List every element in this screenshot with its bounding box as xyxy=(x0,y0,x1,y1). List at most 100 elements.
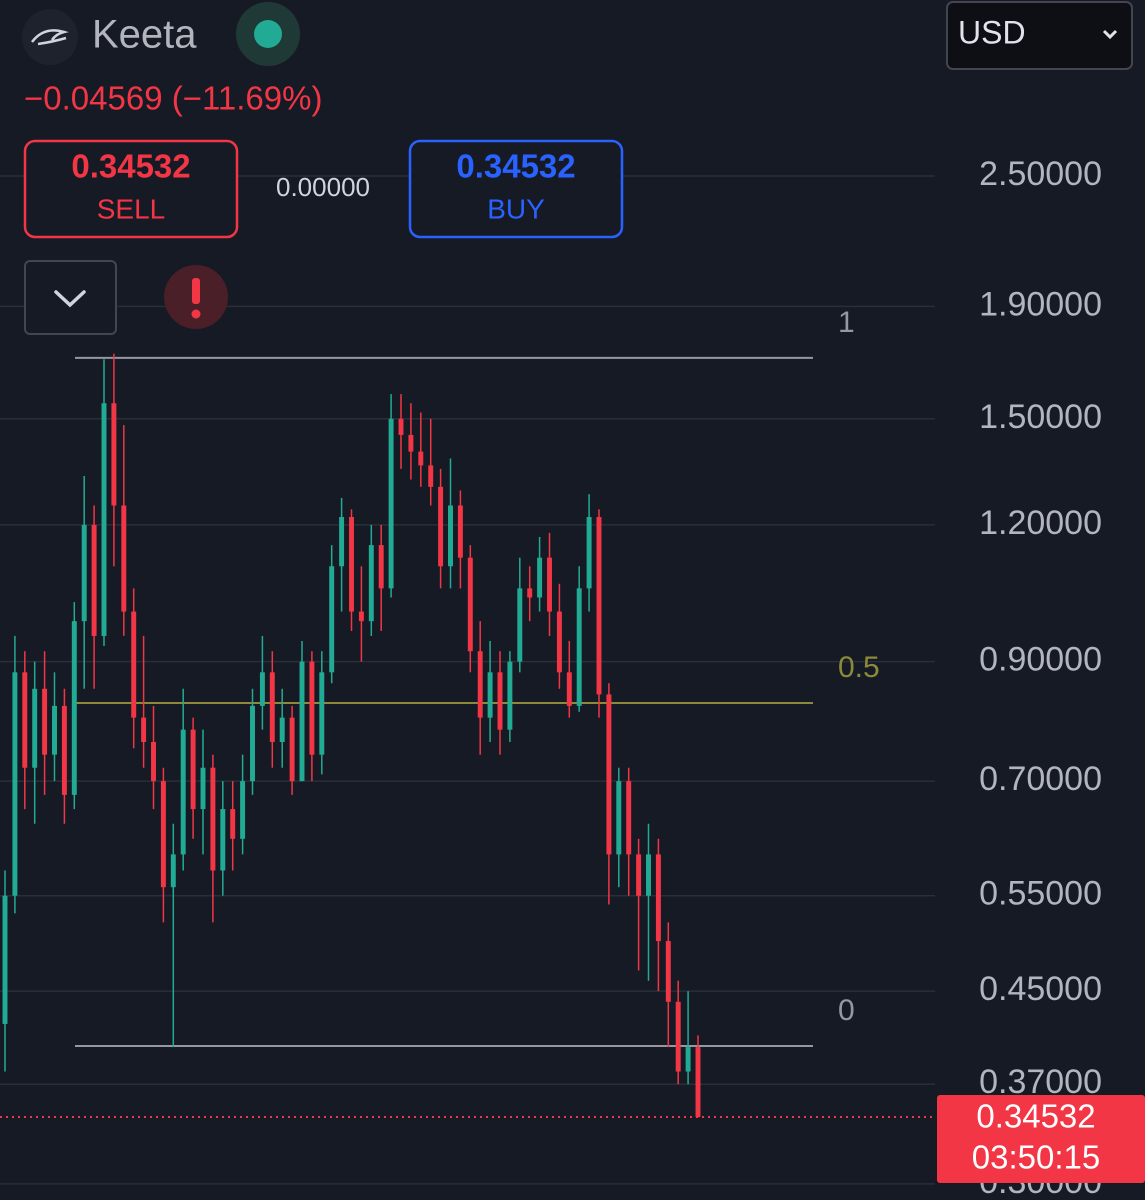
fibonacci: 10.50 xyxy=(75,306,880,1047)
warning-dot xyxy=(191,309,201,319)
candle-body xyxy=(457,505,463,558)
candle-body xyxy=(240,781,246,839)
candle-body xyxy=(52,705,57,755)
price-change: −0.04569 (−11.69%) xyxy=(24,80,322,117)
candle-body xyxy=(190,729,196,810)
candle-body xyxy=(368,545,374,622)
fib-level-label: 0 xyxy=(838,994,855,1027)
candle-body xyxy=(299,661,305,782)
candle-body xyxy=(388,418,394,589)
currency-selector[interactable]: USD xyxy=(946,1,1133,70)
fib-level-label: 1 xyxy=(838,306,855,339)
candle-body xyxy=(636,854,642,896)
candle-body xyxy=(180,729,186,855)
candle-body xyxy=(487,672,493,718)
sell-button[interactable]: 0.34532 SELL xyxy=(23,139,239,239)
candle-body xyxy=(467,557,473,652)
symbol-header: Keeta −0.04569 (−11.69%) xyxy=(22,2,322,117)
price-axis: 2.50000 1.90000 1.50000 1.20000 0.90000 0.700… xyxy=(937,155,1145,1200)
y-tick-label: 1.50000 xyxy=(979,398,1102,436)
candle-body xyxy=(349,517,354,612)
candle-body xyxy=(42,688,48,755)
candle-body xyxy=(220,809,226,871)
candle-body xyxy=(91,524,97,636)
candle-body xyxy=(398,418,404,435)
currency-label[interactable]: USD xyxy=(958,14,1026,50)
candle-body xyxy=(537,557,543,598)
buy-box[interactable] xyxy=(408,139,624,239)
candle-body xyxy=(121,505,127,612)
candle-body xyxy=(61,705,67,795)
y-tick-label: 1.20000 xyxy=(979,504,1102,542)
candle-body xyxy=(448,505,453,567)
candle-body xyxy=(111,403,117,506)
candle-body xyxy=(675,1001,681,1072)
y-tick-label: 0.55000 xyxy=(979,875,1102,913)
candle-body xyxy=(339,517,345,567)
sell-box[interactable] xyxy=(23,139,239,239)
candle-body xyxy=(160,781,166,888)
logo-mark xyxy=(31,29,69,46)
collapse-button[interactable] xyxy=(24,260,117,335)
candle-body xyxy=(289,717,295,782)
last-price-box xyxy=(937,1095,1145,1184)
buy-label[interactable]: BUY xyxy=(487,193,545,224)
sell-label[interactable]: SELL xyxy=(97,193,166,224)
candle-body xyxy=(358,611,364,622)
candle-body xyxy=(497,672,503,730)
candle-body xyxy=(269,672,275,743)
y-tick-label: 0.70000 xyxy=(979,760,1102,798)
y-tick-label: 0.90000 xyxy=(979,641,1102,679)
buy-price[interactable]: 0.34532 xyxy=(456,148,575,185)
candle-body xyxy=(2,895,8,1024)
candle-body xyxy=(250,705,255,782)
collapse-box[interactable] xyxy=(24,260,117,335)
candle-body xyxy=(596,517,602,695)
candle-body xyxy=(81,524,87,622)
candle-body xyxy=(418,451,424,466)
candle-body xyxy=(586,517,592,589)
candle-body xyxy=(566,672,572,706)
currency-box[interactable] xyxy=(946,1,1133,70)
candle-body xyxy=(309,661,315,755)
candle-body xyxy=(428,465,434,487)
candle-body xyxy=(517,588,523,662)
candle-body xyxy=(141,717,147,743)
fib-level-label: 0.5 xyxy=(838,651,880,684)
candle-body xyxy=(151,742,156,782)
y-tick-label: 0.37000 xyxy=(979,1063,1102,1101)
warning-bar xyxy=(192,278,200,304)
symbol-name: Keeta xyxy=(92,13,197,57)
warning-icon[interactable] xyxy=(164,265,228,329)
candle-body xyxy=(408,434,414,452)
candle-body xyxy=(230,809,236,839)
grid xyxy=(0,175,935,1185)
candle-body xyxy=(547,557,552,612)
candle-body xyxy=(576,588,582,706)
candle-body xyxy=(329,566,335,673)
candle-body xyxy=(279,717,285,743)
y-tick-label: 1.90000 xyxy=(979,285,1102,323)
sell-price[interactable]: 0.34532 xyxy=(71,148,190,185)
candle-body xyxy=(378,545,384,589)
candle-body xyxy=(606,694,612,855)
candle-body xyxy=(210,767,216,871)
candle-body xyxy=(655,854,661,942)
buy-button[interactable]: 0.34532 BUY xyxy=(408,139,624,239)
candle-body xyxy=(616,781,622,855)
candle-body xyxy=(626,781,632,855)
candle-body xyxy=(259,672,265,706)
spread: 0.00000 xyxy=(276,172,370,202)
candle-body xyxy=(22,672,28,768)
candle-body xyxy=(477,651,483,718)
candles xyxy=(0,353,935,1119)
candle-body xyxy=(556,611,562,673)
candle-body xyxy=(12,672,18,896)
countdown: 03:50:15 xyxy=(972,1139,1100,1176)
candle-body xyxy=(131,611,137,718)
candle-body xyxy=(101,403,107,636)
candle-body xyxy=(685,1047,691,1072)
candle-body xyxy=(170,854,176,888)
status-dot xyxy=(254,20,282,48)
